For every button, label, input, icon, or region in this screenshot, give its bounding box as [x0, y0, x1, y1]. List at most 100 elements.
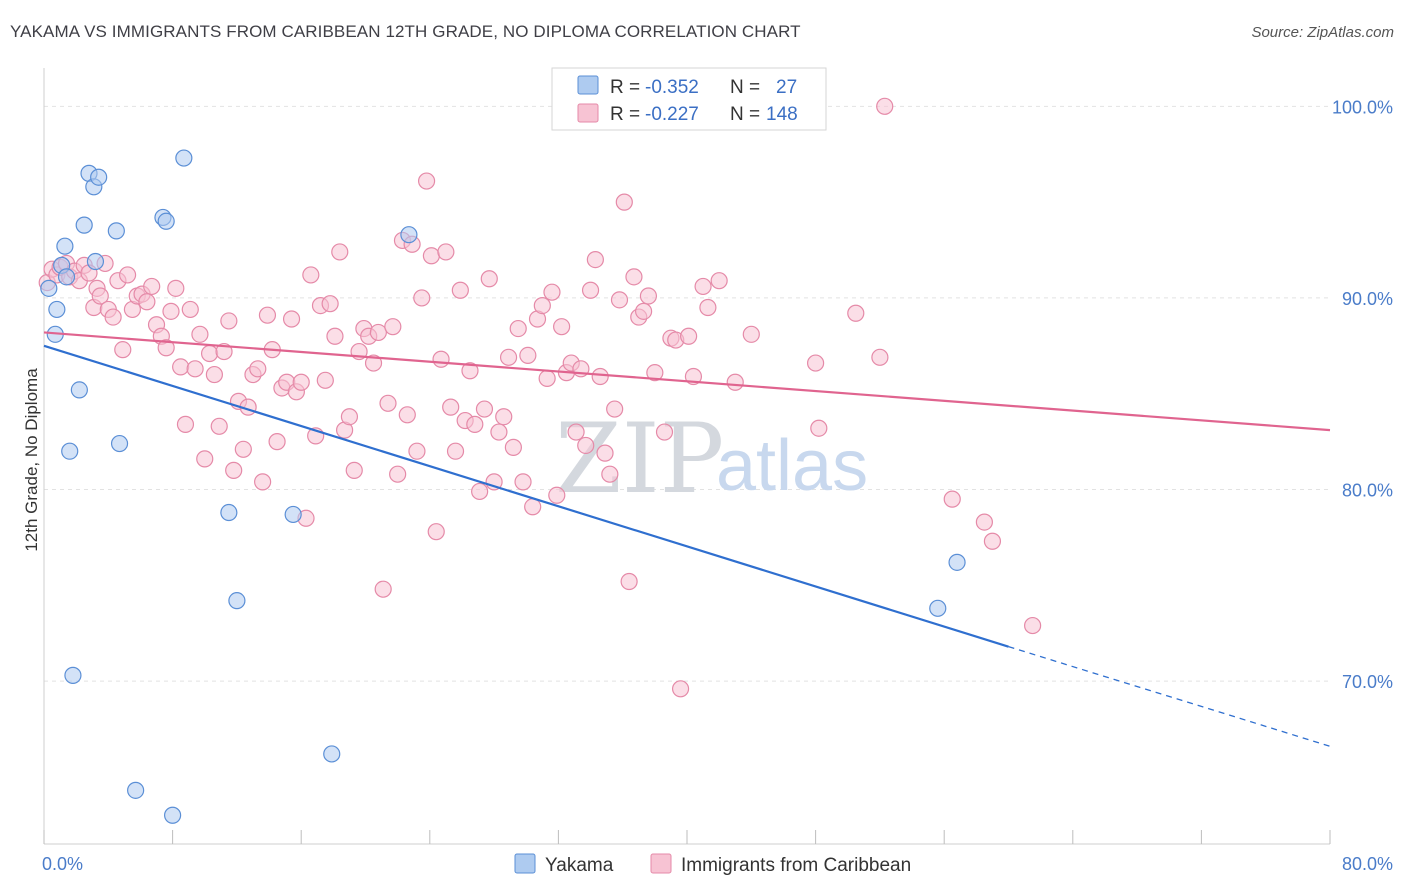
- carib-point-49: [268, 433, 286, 451]
- stats-r-label-carib: R =: [610, 104, 640, 125]
- yakama-point-6: [61, 442, 79, 460]
- y-tick-label-3: 70.0%: [1342, 672, 1393, 692]
- yakama-point-7: [64, 666, 82, 684]
- carib-point-95: [490, 423, 508, 441]
- carib-point-106: [543, 283, 561, 301]
- carib-point-32: [186, 360, 204, 378]
- carib-point-128: [655, 423, 674, 441]
- carib-point-121: [615, 193, 633, 211]
- carib-point-69: [364, 354, 383, 372]
- carib-point-29: [172, 358, 190, 376]
- carib-points: [38, 97, 1042, 698]
- carib-point-147: [876, 97, 894, 115]
- carib-point-115: [586, 251, 604, 269]
- carib-point-104: [533, 296, 551, 315]
- carib-point-42: [234, 440, 252, 458]
- carib-point-117: [596, 444, 614, 462]
- yakama-point-16: [127, 781, 145, 799]
- yakama-point-26: [948, 553, 966, 571]
- carib-point-136: [710, 272, 728, 290]
- yakama-point-27: [929, 599, 947, 617]
- carib-point-123: [625, 268, 643, 286]
- carib-point-113: [577, 436, 595, 455]
- carib-point-99: [509, 319, 527, 338]
- stats-r-yakama: -0.352: [645, 77, 699, 98]
- carib-point-93: [480, 270, 498, 288]
- carib-point-72: [379, 394, 397, 412]
- yakama-point-13: [90, 168, 108, 186]
- carib-point-100: [514, 473, 532, 491]
- carib-point-60: [321, 295, 339, 313]
- carib-point-86: [446, 442, 465, 460]
- carib-point-39: [220, 312, 238, 330]
- y-tick-label-1: 90.0%: [1342, 289, 1393, 309]
- carib-point-119: [606, 400, 624, 418]
- carib-point-82: [427, 523, 445, 541]
- yakama-trend-line: [43, 344, 1009, 648]
- carib-point-111: [567, 423, 585, 441]
- carib-point-47: [258, 306, 277, 324]
- carib-point-70: [369, 323, 387, 342]
- carib-point-23: [143, 277, 161, 296]
- carib-point-138: [742, 325, 760, 343]
- yakama-point-8: [70, 381, 88, 399]
- carib-point-135: [699, 298, 717, 317]
- source-credit: Source: ZipAtlas.com: [1251, 24, 1394, 41]
- legend-label-yakama: Yakama: [545, 855, 614, 876]
- watermark-atlas: atlas: [716, 426, 868, 506]
- carib-trend-line: [43, 331, 1331, 432]
- carib-point-126: [639, 287, 658, 305]
- carib-point-90: [466, 415, 484, 433]
- carib-point-56: [302, 266, 320, 284]
- yakama-point-20: [175, 149, 193, 167]
- stats-box: R = -0.352 N = 27 R = -0.227 N = 148: [551, 67, 827, 131]
- stats-r-carib: -0.227: [645, 104, 699, 125]
- carib-point-144: [975, 513, 993, 531]
- carib-point-61: [326, 327, 344, 345]
- carib-point-116: [591, 367, 609, 386]
- carib-point-92: [475, 400, 494, 418]
- carib-point-36: [205, 365, 223, 384]
- yakama-point-18: [157, 212, 175, 230]
- carib-point-54: [292, 373, 310, 391]
- yakama-point-2: [48, 300, 66, 319]
- carib-point-59: [316, 371, 334, 389]
- y-tick-label-0: 100.0%: [1332, 97, 1393, 117]
- carib-point-118: [601, 465, 619, 483]
- carib-point-81: [422, 247, 441, 265]
- yakama-point-0: [40, 279, 58, 297]
- watermark: ZIP atlas: [555, 403, 868, 515]
- yakama-trend-extension: [1008, 646, 1331, 747]
- carib-point-107: [548, 486, 566, 504]
- x-tick-label-min: 0.0%: [42, 854, 83, 874]
- carib-point-38: [215, 342, 233, 361]
- yakama-point-21: [220, 503, 238, 522]
- yakama-point-22: [228, 592, 246, 610]
- stats-swatch-carib: [577, 103, 599, 123]
- carib-point-62: [331, 243, 349, 261]
- carib-point-141: [847, 304, 865, 322]
- carib-point-15: [104, 308, 122, 326]
- yakama-point-23: [284, 505, 302, 524]
- carib-point-74: [389, 465, 407, 483]
- carib-point-73: [384, 318, 402, 336]
- yakama-point-5: [57, 268, 76, 286]
- legend-label-carib: Immigrants from Caribbean: [681, 855, 911, 876]
- carib-point-34: [196, 450, 214, 468]
- yakama-point-14: [107, 222, 125, 240]
- yakama-point-15: [110, 434, 129, 453]
- y-tick-labels: 100.0% 90.0% 80.0% 70.0%: [1332, 97, 1393, 692]
- carib-point-40: [225, 461, 243, 479]
- carib-point-96: [495, 408, 513, 426]
- carib-point-105: [538, 369, 556, 387]
- carib-point-30: [176, 415, 195, 433]
- carib-point-18: [118, 266, 137, 284]
- carib-point-85: [442, 398, 460, 416]
- legend: Yakama Immigrants from Caribbean: [514, 853, 911, 876]
- y-tick-label-2: 80.0%: [1342, 481, 1393, 501]
- chart-title: YAKAMA VS IMMIGRANTS FROM CARIBBEAN 12TH…: [10, 22, 801, 41]
- x-tick-label-max: 80.0%: [1342, 854, 1393, 874]
- yakama-point-19: [164, 806, 182, 824]
- carib-point-87: [451, 281, 469, 299]
